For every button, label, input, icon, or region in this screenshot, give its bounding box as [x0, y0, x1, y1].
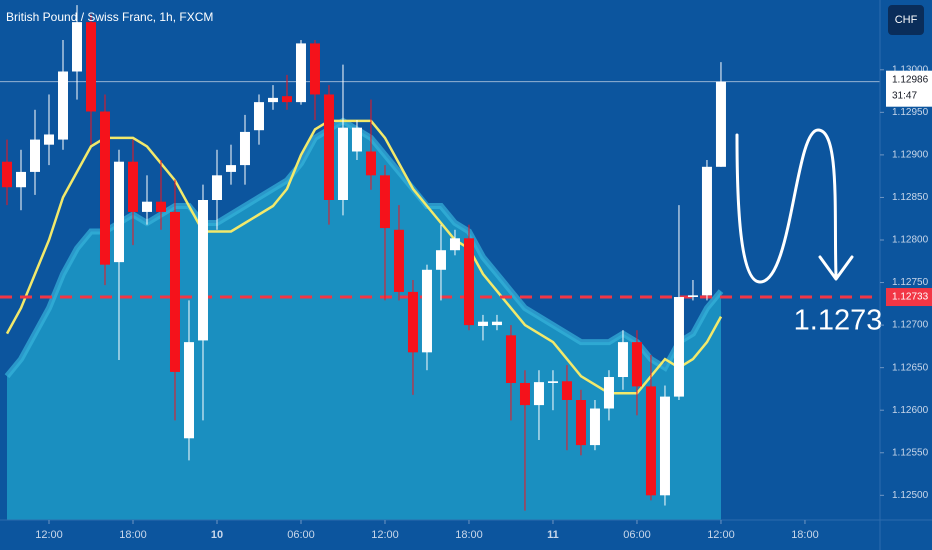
- candle-body: [267, 97, 278, 103]
- candle-body: [43, 134, 54, 145]
- y-tick-label: 1.12900: [892, 150, 929, 161]
- currency-button[interactable]: [888, 5, 924, 35]
- candle-body: [505, 335, 516, 383]
- candle-body: [351, 127, 362, 152]
- candle-body: [463, 238, 474, 326]
- x-tick-label: 06:00: [623, 529, 651, 541]
- hline-price-label: 1.12733: [892, 292, 929, 303]
- candle-body: [603, 377, 614, 409]
- y-tick-label: 1.13000: [892, 64, 929, 75]
- candle-body: [561, 381, 572, 400]
- drawn-arrow: [735, 128, 838, 284]
- area-edge: [4, 117, 724, 379]
- candle-body: [673, 297, 684, 397]
- candle-body: [379, 175, 390, 229]
- arrow-head: [818, 255, 854, 281]
- candle-body: [407, 291, 418, 353]
- candle-body: [393, 229, 404, 292]
- candle-body: [29, 139, 40, 172]
- candle-body: [659, 396, 670, 496]
- candle-body: [15, 171, 26, 188]
- candle-body: [197, 200, 208, 341]
- candle-body: [99, 111, 110, 265]
- line: [5, 119, 723, 395]
- candle-body: [71, 22, 82, 72]
- candle-body: [715, 81, 726, 167]
- x-tick-label: 18:00: [791, 529, 819, 541]
- candle-body: [645, 386, 656, 496]
- candle-body: [1, 161, 12, 188]
- candle-body: [211, 175, 222, 200]
- last-price-box: [886, 70, 932, 107]
- x-tick-label: 11: [547, 529, 559, 541]
- candle-body: [477, 321, 488, 326]
- currency-button-label[interactable]: CHF: [895, 14, 918, 26]
- y-tick-label: 1.12500: [892, 490, 929, 501]
- price-annotation: 1.1273: [794, 305, 883, 337]
- candle-body: [617, 342, 628, 378]
- candle-body: [183, 342, 194, 439]
- candle-body: [113, 161, 124, 263]
- candle-body: [701, 166, 712, 296]
- candle-body: [449, 238, 460, 251]
- candle-body: [533, 382, 544, 406]
- candle-body: [281, 96, 292, 103]
- x-tick-label: 18:00: [119, 529, 147, 541]
- candle-body: [519, 382, 530, 406]
- candle-body: [127, 161, 138, 212]
- y-tick-label: 1.12950: [892, 107, 929, 118]
- candle-body: [253, 102, 264, 131]
- y-tick-label: 1.12850: [892, 192, 929, 203]
- candle-body: [225, 165, 236, 172]
- y-tick-label: 1.12800: [892, 235, 929, 246]
- x-tick-label: 12:00: [371, 529, 399, 541]
- y-tick-label: 1.12600: [892, 405, 929, 416]
- candle-body: [309, 43, 320, 95]
- x-tick-label: 12:00: [707, 529, 735, 541]
- x-tick-label: 06:00: [287, 529, 315, 541]
- candle-body: [491, 321, 502, 326]
- y-tick-label: 1.12650: [892, 362, 929, 373]
- candle-body: [547, 381, 558, 383]
- candle-body: [57, 71, 68, 140]
- candle-body: [295, 43, 306, 103]
- x-tick-label: 12:00: [35, 529, 63, 541]
- candle-body: [155, 201, 166, 212]
- candle-body: [631, 342, 642, 387]
- y-tick-label: 1.12750: [892, 277, 929, 288]
- x-tick-label: 10: [211, 529, 223, 541]
- candle-body: [365, 151, 376, 176]
- candle-body: [435, 250, 446, 270]
- candle-body: [687, 295, 698, 298]
- hline-price-box: [886, 288, 932, 307]
- candle-body: [421, 269, 432, 353]
- candle-body: [169, 211, 180, 372]
- plot-area: [0, 5, 880, 521]
- chart-title: British Pound / Swiss Franc, 1h, FXCM: [6, 10, 213, 24]
- candle-body: [141, 201, 152, 212]
- candle-body: [337, 127, 348, 200]
- candle-body: [323, 94, 334, 200]
- candle-body: [589, 408, 600, 446]
- countdown-label: 31:47: [892, 90, 917, 101]
- last-price-label: 1.12986: [892, 74, 929, 85]
- y-tick-label: 1.12550: [892, 447, 929, 458]
- x-tick-label: 18:00: [455, 529, 483, 541]
- candle-body: [575, 400, 586, 446]
- candle-body: [239, 131, 250, 166]
- candle-body: [85, 22, 96, 112]
- y-tick-label: 1.12700: [892, 320, 929, 331]
